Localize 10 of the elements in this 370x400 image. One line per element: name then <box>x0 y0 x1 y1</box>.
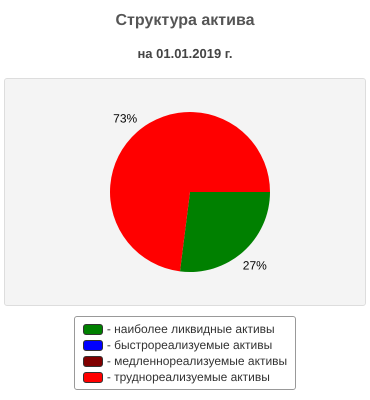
legend-label: - медленнореализуемые активы <box>106 354 288 368</box>
legend-label: - наиболее ликвидные активы <box>106 322 275 336</box>
data-label: 27% <box>242 258 268 273</box>
legend-label: - труднореализуемые активы <box>106 370 270 384</box>
chart-title: Структура актива <box>114 12 256 30</box>
pie-slice <box>180 192 270 272</box>
chart-subtitle: на 01.01.2019 г. <box>136 46 234 61</box>
data-label: 73% <box>113 111 138 126</box>
pie-slice <box>110 112 270 272</box>
legend-label: - быстрореализуемые активы <box>106 338 272 352</box>
